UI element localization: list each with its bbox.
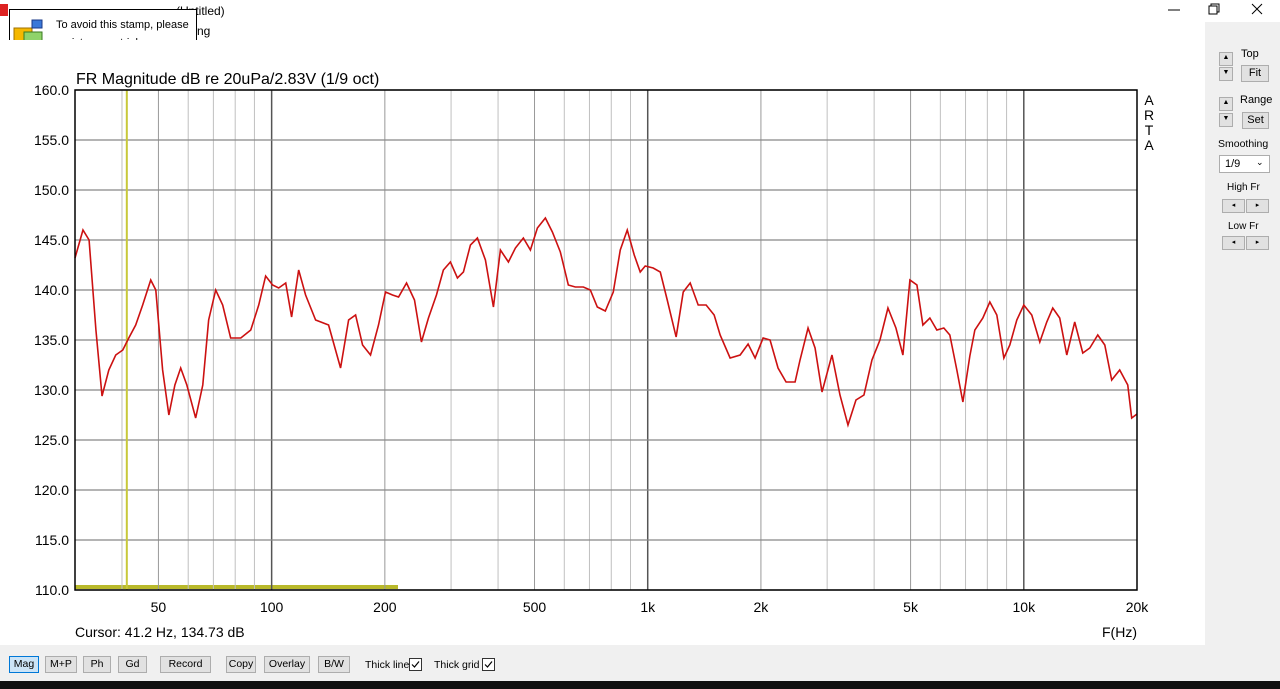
- toolbar-button[interactable]: B/W: [318, 656, 350, 673]
- x-tick-label: 2k: [754, 599, 770, 615]
- chart-background: [0, 40, 1205, 645]
- y-tick-label: 150.0: [34, 182, 69, 198]
- high-fr-right[interactable]: ▸: [1246, 199, 1269, 213]
- thick-grid-label: Thick grid: [434, 659, 480, 671]
- y-tick-label: 125.0: [34, 432, 69, 448]
- toolbar-button[interactable]: Gd: [118, 656, 147, 673]
- range-down[interactable]: ▼: [1219, 113, 1233, 127]
- top-label: Top: [1241, 48, 1259, 60]
- chart: FR Magnitude dB re 20uPa/2.83V (1/9 oct)…: [0, 40, 1205, 645]
- title-bar: [0, 0, 1280, 22]
- toolbar-button[interactable]: Overlay: [264, 656, 310, 673]
- set-button[interactable]: Set: [1242, 112, 1269, 129]
- thick-line-checkbox[interactable]: [409, 658, 422, 671]
- y-tick-label: 110.0: [35, 582, 69, 598]
- side-panel: [1205, 40, 1280, 645]
- side-label: ARTA: [1141, 92, 1157, 152]
- smoothing-dropdown[interactable]: 1/9 ⌄: [1219, 155, 1270, 173]
- chart-title: FR Magnitude dB re 20uPa/2.83V (1/9 oct): [76, 71, 379, 88]
- high-fr-label: High Fr: [1227, 182, 1260, 193]
- low-fr-label: Low Fr: [1228, 221, 1259, 232]
- x-tick-label: 200: [373, 599, 397, 615]
- smoothing-label: Smoothing: [1218, 138, 1269, 150]
- smoothing-value: 1/9: [1225, 158, 1241, 170]
- fit-button[interactable]: Fit: [1241, 65, 1269, 82]
- x-tick-label: 50: [151, 599, 167, 615]
- range-up[interactable]: ▲: [1219, 97, 1233, 111]
- x-tick-label: 1k: [640, 599, 656, 615]
- stamp-text: To avoid this stamp, please: [56, 19, 189, 31]
- restore[interactable]: [1208, 3, 1220, 15]
- taskbar: [0, 681, 1280, 689]
- toolbar: Mag M+P Ph Gd Record Copy Overlay B/W: [0, 645, 1280, 681]
- y-tick-label: 130.0: [34, 382, 69, 398]
- thick-line-label: Thick line: [365, 659, 410, 671]
- x-axis-label: F(Hz): [1102, 624, 1137, 640]
- plot-frame: [74, 89, 1138, 591]
- close[interactable]: [1251, 3, 1263, 15]
- x-tick-label: 10k: [1013, 599, 1037, 615]
- x-tick-label: 100: [260, 599, 284, 615]
- menu-item[interactable]: ng: [197, 24, 211, 38]
- low-fr-right[interactable]: ▸: [1246, 236, 1269, 250]
- toolbar-button[interactable]: Record: [160, 656, 211, 673]
- x-tick-label: 500: [523, 599, 547, 615]
- top-down[interactable]: ▼: [1219, 67, 1233, 81]
- y-tick-label: 160.0: [34, 82, 69, 98]
- window-controls: [1168, 3, 1263, 15]
- toolbar-button[interactable]: M+P: [45, 656, 77, 673]
- high-fr-left[interactable]: ◂: [1222, 199, 1245, 213]
- toolbar-button[interactable]: Copy: [226, 656, 256, 673]
- low-fr-left[interactable]: ◂: [1222, 236, 1245, 250]
- y-tick-label: 135.0: [34, 332, 69, 348]
- toolbar-button[interactable]: Ph: [83, 656, 111, 673]
- top-up[interactable]: ▲: [1219, 52, 1233, 66]
- range-label: Range: [1240, 94, 1273, 106]
- y-tick-label: 155.0: [34, 132, 69, 148]
- cursor-label: Cursor: 41.2 Hz, 134.73 dB: [75, 624, 245, 640]
- y-tick-label: 140.0: [34, 282, 69, 298]
- toolbar-button[interactable]: Mag: [9, 656, 39, 673]
- x-tick-label: 5k: [903, 599, 919, 615]
- dropdown-arrow: ⌄: [1256, 157, 1264, 167]
- y-tick-label: 120.0: [34, 482, 69, 498]
- y-tick-label: 115.0: [35, 532, 69, 548]
- thick-grid-checkbox[interactable]: [482, 658, 495, 671]
- y-tick-label: 145.0: [34, 232, 69, 248]
- response-line: [74, 216, 1138, 428]
- app-icon: [0, 4, 8, 16]
- x-tick-label: 20k: [1126, 599, 1150, 615]
- menu-bar: [0, 22, 1205, 40]
